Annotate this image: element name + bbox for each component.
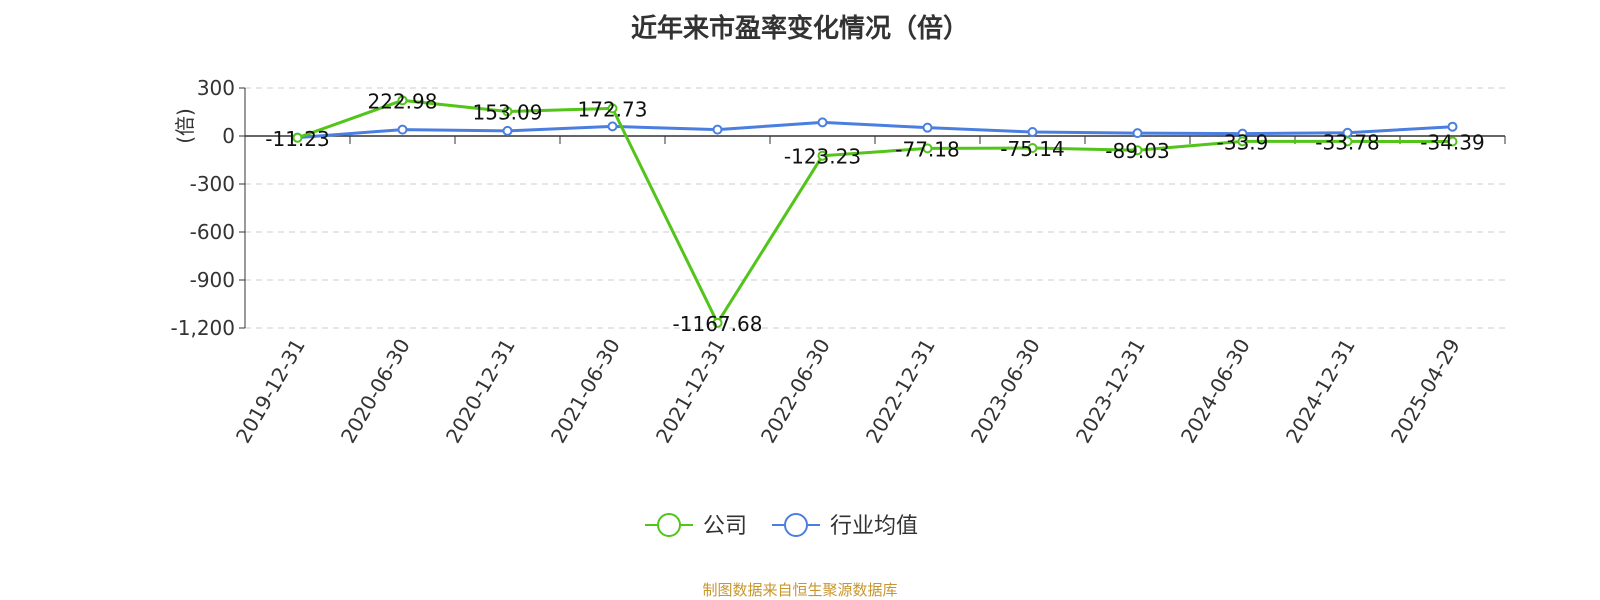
industry-point [607, 121, 618, 132]
data-label: -75.14 [1000, 137, 1064, 161]
company-point [1342, 136, 1353, 147]
x-tick-label: 2023-06-30 [966, 335, 1045, 448]
x-tick-label: 2021-06-30 [546, 335, 625, 448]
series-line-company [296, 98, 1453, 325]
legend-marker-company [657, 513, 681, 537]
x-tick-label: 2024-12-31 [1281, 335, 1360, 448]
x-tick-label: 2021-12-31 [651, 335, 730, 448]
x-tick-label: 2022-12-31 [861, 335, 940, 448]
x-tick-label: 2025-04-29 [1386, 335, 1465, 448]
industry-point [1447, 121, 1458, 132]
y-tick-label: -600 [190, 220, 235, 244]
industry-point [712, 124, 723, 135]
industry-point [397, 124, 408, 135]
data-label: -123.23 [784, 145, 861, 169]
company-point [502, 106, 513, 117]
data-label: -1167.68 [673, 312, 763, 336]
industry-point [1132, 128, 1143, 139]
legend: 公司 行业均值 [645, 513, 918, 539]
company-point [1447, 136, 1458, 147]
industry-point [1027, 127, 1038, 137]
company-point [607, 103, 618, 114]
y-tick-label: -900 [190, 268, 235, 292]
company-point [1237, 136, 1248, 147]
company-point [922, 143, 933, 154]
y-axis-label: (倍) [173, 108, 197, 144]
legend-label-company: 公司 [703, 514, 747, 539]
data-label: -33.78 [1315, 130, 1379, 154]
x-tick-label: 2023-12-31 [1071, 335, 1150, 448]
data-label: -11.23 [265, 127, 329, 151]
data-label: -77.18 [895, 137, 959, 161]
industry-point [502, 125, 513, 136]
data-label: 172.73 [578, 97, 648, 121]
data-label: 153.09 [473, 101, 543, 125]
legend-label-industry: 行业均值 [830, 514, 918, 539]
y-tick-label: 300 [197, 76, 235, 100]
x-tick-label: 2022-06-30 [756, 335, 835, 448]
company-point [397, 95, 408, 106]
company-point [1027, 143, 1038, 154]
grid-layer [245, 87, 1505, 329]
company-point [292, 132, 303, 143]
chart-title: 近年来市盈率变化情况（倍） [630, 14, 969, 44]
x-tick-label: 2019-12-31 [231, 335, 310, 448]
x-tick-label: 2020-06-30 [336, 335, 415, 448]
x-tick-label: 2020-12-31 [441, 335, 520, 448]
data-label: -33.9 [1217, 130, 1269, 154]
series-line-industry [297, 120, 1453, 140]
x-tick-label: 2024-06-30 [1176, 335, 1255, 448]
industry-point [817, 117, 828, 128]
company-point [1132, 145, 1143, 156]
legend-marker-industry [784, 513, 808, 537]
y-tick-label: -300 [190, 172, 235, 196]
y-tick-label: 0 [222, 124, 235, 148]
y-tick-label: -1,200 [171, 316, 235, 340]
series-layer [292, 95, 1458, 328]
data-label-layer: -11.23 222.98 153.09 172.73 -1167.68 -123.23 -… [265, 89, 1484, 336]
data-label: -34.39 [1420, 131, 1484, 155]
source-note: 制图数据来自恒生聚源数据库 [702, 581, 898, 599]
data-label: -89.03 [1105, 139, 1169, 163]
data-label: 222.98 [368, 89, 438, 113]
industry-point [922, 122, 933, 133]
company-point [817, 150, 828, 161]
company-point [712, 317, 723, 328]
